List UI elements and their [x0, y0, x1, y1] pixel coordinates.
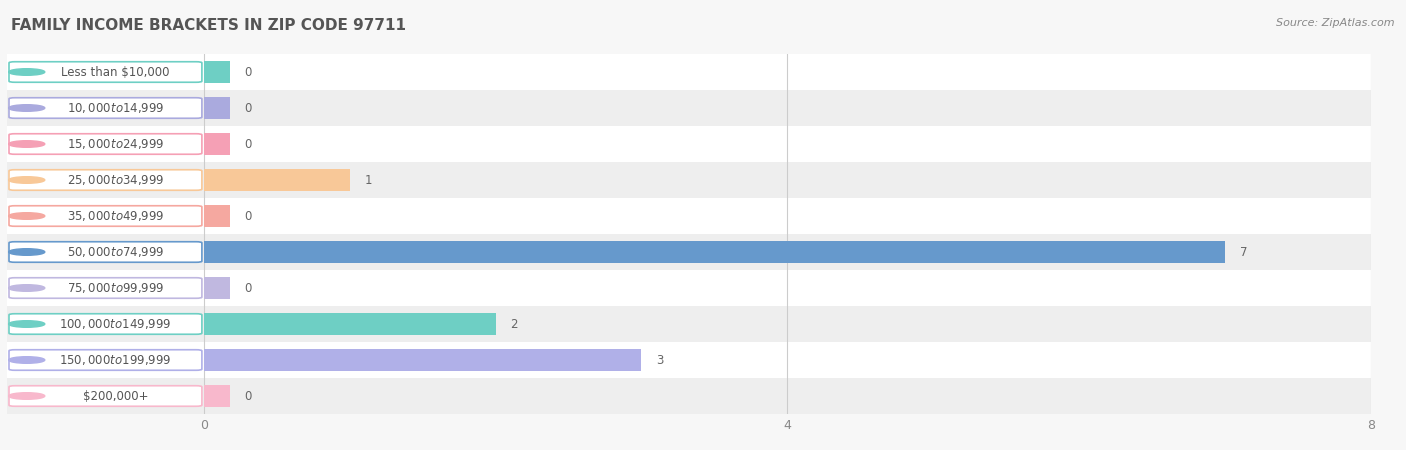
- Bar: [204, 277, 231, 299]
- Bar: [204, 313, 496, 335]
- FancyBboxPatch shape: [8, 350, 202, 370]
- FancyBboxPatch shape: [8, 170, 202, 190]
- Text: 7: 7: [1240, 246, 1247, 258]
- Bar: [204, 385, 231, 407]
- Bar: [204, 133, 231, 155]
- Bar: [204, 342, 1371, 378]
- FancyBboxPatch shape: [8, 278, 202, 298]
- Text: 0: 0: [245, 282, 252, 294]
- Bar: [204, 234, 1371, 270]
- Circle shape: [8, 105, 45, 111]
- Bar: [204, 378, 1371, 414]
- Circle shape: [8, 321, 45, 327]
- Bar: [7, 162, 204, 198]
- Bar: [7, 198, 204, 234]
- Bar: [204, 54, 1371, 90]
- Text: 0: 0: [245, 390, 252, 402]
- Text: $10,000 to $14,999: $10,000 to $14,999: [66, 101, 165, 115]
- Bar: [7, 306, 204, 342]
- FancyBboxPatch shape: [8, 242, 202, 262]
- Bar: [204, 162, 1371, 198]
- Text: 3: 3: [657, 354, 664, 366]
- Circle shape: [8, 177, 45, 183]
- Text: $25,000 to $34,999: $25,000 to $34,999: [66, 173, 165, 187]
- Text: $75,000 to $99,999: $75,000 to $99,999: [66, 281, 165, 295]
- Text: 1: 1: [364, 174, 371, 186]
- Text: $200,000+: $200,000+: [83, 390, 148, 402]
- FancyBboxPatch shape: [8, 134, 202, 154]
- Bar: [7, 90, 204, 126]
- Circle shape: [8, 249, 45, 255]
- Text: $150,000 to $199,999: $150,000 to $199,999: [59, 353, 172, 367]
- Bar: [204, 205, 231, 227]
- Bar: [204, 349, 641, 371]
- Text: 0: 0: [245, 138, 252, 150]
- FancyBboxPatch shape: [8, 98, 202, 118]
- FancyBboxPatch shape: [8, 206, 202, 226]
- Text: 0: 0: [245, 102, 252, 114]
- Bar: [204, 126, 1371, 162]
- FancyBboxPatch shape: [8, 386, 202, 406]
- Text: $50,000 to $74,999: $50,000 to $74,999: [66, 245, 165, 259]
- Bar: [7, 378, 204, 414]
- Text: $100,000 to $149,999: $100,000 to $149,999: [59, 317, 172, 331]
- Bar: [204, 97, 231, 119]
- Bar: [204, 198, 1371, 234]
- Text: Source: ZipAtlas.com: Source: ZipAtlas.com: [1277, 18, 1395, 28]
- Circle shape: [8, 213, 45, 219]
- FancyBboxPatch shape: [8, 62, 202, 82]
- Bar: [7, 126, 204, 162]
- Text: 2: 2: [510, 318, 517, 330]
- Bar: [7, 342, 204, 378]
- Bar: [7, 270, 204, 306]
- Text: Less than $10,000: Less than $10,000: [60, 66, 170, 78]
- Bar: [204, 306, 1371, 342]
- FancyBboxPatch shape: [8, 314, 202, 334]
- Circle shape: [8, 285, 45, 291]
- Circle shape: [8, 141, 45, 147]
- Circle shape: [8, 393, 45, 399]
- Bar: [7, 54, 204, 90]
- Circle shape: [8, 69, 45, 75]
- Text: $35,000 to $49,999: $35,000 to $49,999: [66, 209, 165, 223]
- Bar: [204, 169, 350, 191]
- Text: $15,000 to $24,999: $15,000 to $24,999: [66, 137, 165, 151]
- Bar: [7, 234, 204, 270]
- Bar: [204, 241, 1225, 263]
- Circle shape: [8, 357, 45, 363]
- Text: 0: 0: [245, 66, 252, 78]
- Bar: [204, 270, 1371, 306]
- Text: FAMILY INCOME BRACKETS IN ZIP CODE 97711: FAMILY INCOME BRACKETS IN ZIP CODE 97711: [11, 18, 406, 33]
- Bar: [204, 61, 231, 83]
- Text: 0: 0: [245, 210, 252, 222]
- Bar: [204, 90, 1371, 126]
